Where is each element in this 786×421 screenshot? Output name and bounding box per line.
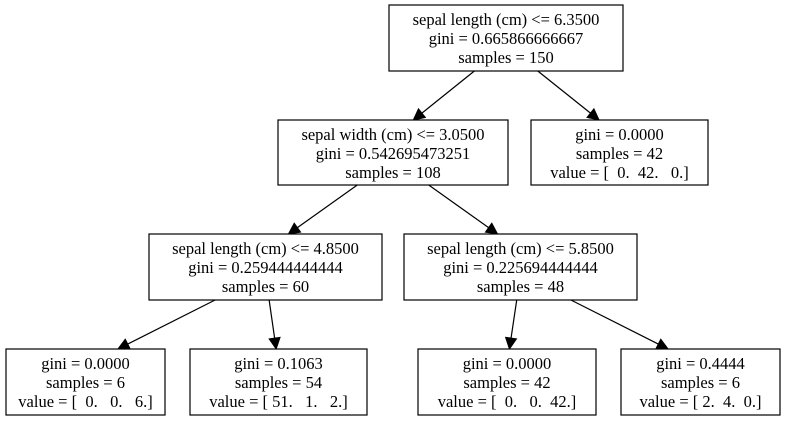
- node-label-line: sepal width (cm) <= 3.0500: [301, 125, 484, 144]
- edge-line: [510, 299, 518, 339]
- node-box: [189, 348, 368, 416]
- arrowhead-icon: [268, 336, 281, 351]
- edge-line: [297, 184, 358, 229]
- node-label-line: gini = 0.0000: [463, 354, 552, 373]
- node-label-line: samples = 48: [477, 277, 564, 296]
- node-label-line: samples = 42: [576, 144, 663, 163]
- tree-edge: [570, 299, 670, 350]
- edge-line: [428, 184, 489, 229]
- node-label-line: samples = 150: [458, 48, 553, 67]
- node-box: [417, 348, 597, 416]
- tree-edge: [116, 299, 216, 350]
- tree-edges: [116, 70, 670, 351]
- arrowhead-icon: [504, 336, 518, 351]
- arrowhead-icon: [287, 222, 302, 235]
- edge-line: [570, 299, 659, 345]
- edge-line: [127, 299, 216, 345]
- tree-edge: [268, 299, 281, 351]
- node-label-line: samples = 6: [661, 373, 740, 392]
- node-box: [277, 119, 509, 186]
- node-label-line: sepal length (cm) <= 6.3500: [413, 10, 600, 29]
- node-label-line: samples = 54: [235, 373, 322, 392]
- node-label-line: sepal length (cm) <= 4.8500: [172, 239, 359, 258]
- tree-edge: [504, 299, 518, 351]
- node-label-line: value = [ 0. 42. 0.]: [550, 163, 689, 182]
- node-label-line: samples = 108: [345, 163, 440, 182]
- arrowhead-icon: [484, 222, 499, 235]
- node-label-line: gini = 0.665866666667: [429, 29, 584, 48]
- edge-line: [268, 299, 276, 339]
- node-box: [388, 4, 624, 72]
- node-box: [530, 119, 709, 186]
- tree-edge: [428, 184, 499, 235]
- arrowhead-icon: [586, 107, 600, 121]
- node-label-line: gini = 0.225694444444: [443, 258, 598, 277]
- node-label-line: gini = 0.1063: [234, 354, 323, 373]
- node-box: [620, 348, 781, 416]
- node-label-line: samples = 60: [222, 277, 309, 296]
- node-label-line: value = [ 2. 4. 0.]: [639, 392, 761, 411]
- node-label-line: samples = 6: [46, 373, 125, 392]
- node-label-line: gini = 0.259444444444: [188, 258, 343, 277]
- tree-edge: [537, 70, 600, 121]
- edge-line: [421, 70, 475, 114]
- node-label-line: value = [ 0. 0. 6.]: [18, 392, 152, 411]
- arrowhead-icon: [412, 107, 427, 121]
- node-label-line: gini = 0.0000: [41, 354, 130, 373]
- edge-line: [537, 70, 591, 114]
- node-label-line: sepal length (cm) <= 5.8500: [427, 239, 614, 258]
- node-label-line: gini = 0.0000: [575, 125, 664, 144]
- node-label-line: samples = 42: [463, 373, 550, 392]
- node-label-line: gini = 0.542695473251: [316, 144, 471, 163]
- node-label-line: value = [ 0. 0. 42.]: [438, 392, 577, 411]
- node-box: [5, 348, 166, 416]
- node-label-line: gini = 0.4444: [656, 354, 745, 373]
- node-box: [403, 233, 638, 301]
- tree-edge: [287, 184, 358, 235]
- node-box: [148, 233, 383, 301]
- node-label-line: value = [ 51. 1. 2.]: [209, 392, 348, 411]
- tree-edge: [412, 70, 475, 121]
